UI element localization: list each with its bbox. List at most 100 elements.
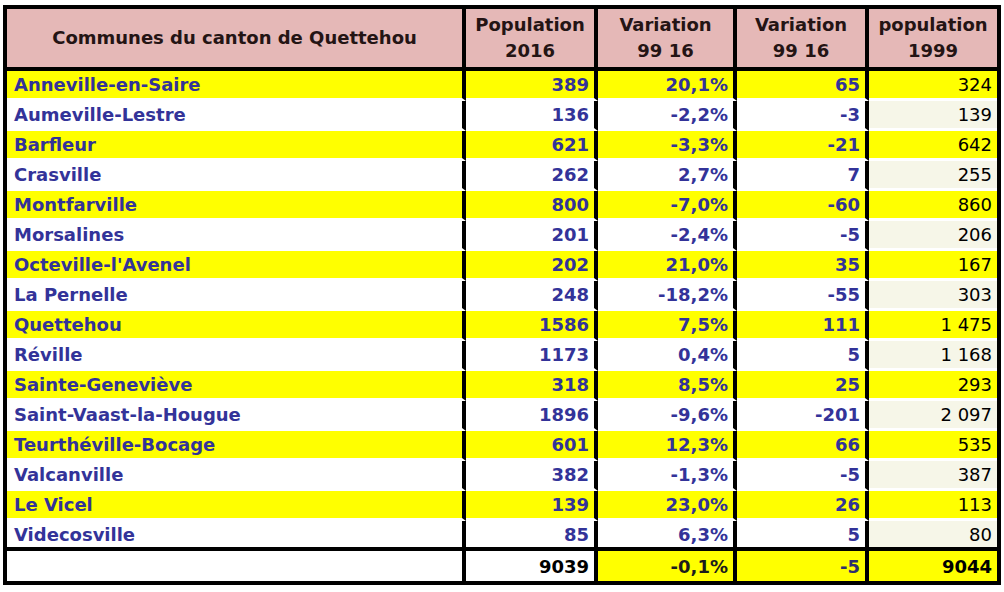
- header-line: Variation: [604, 12, 727, 38]
- total-row: 9039 -0,1% -5 9044: [7, 551, 997, 581]
- variation-abs-cell: 66: [737, 431, 869, 461]
- variation-pct-cell: 8,5%: [598, 371, 737, 401]
- pop1999-cell: 1 168: [869, 341, 997, 371]
- pop2016-cell: 1896: [466, 401, 598, 431]
- pop1999-cell: 324: [869, 71, 997, 101]
- variation-abs-cell: -3: [737, 101, 869, 131]
- variation-abs-cell: -21: [737, 131, 869, 161]
- pop2016-cell: 389: [466, 71, 598, 101]
- pop2016-cell: 202: [466, 251, 598, 281]
- commune-name-cell: Réville: [7, 341, 466, 371]
- table-row: Valcanville 382 -1,3% -5 387: [7, 461, 997, 491]
- variation-abs-cell: -60: [737, 191, 869, 221]
- pop2016-cell: 1173: [466, 341, 598, 371]
- total-variation-pct-cell: -0,1%: [598, 551, 737, 581]
- pop1999-cell: 2 097: [869, 401, 997, 431]
- variation-pct-cell: -18,2%: [598, 281, 737, 311]
- header-variation-abs: Variation 99 16: [737, 9, 869, 71]
- table-row: Anneville-en-Saire 389 20,1% 65 324: [7, 71, 997, 101]
- variation-pct-cell: -3,3%: [598, 131, 737, 161]
- variation-pct-cell: -9,6%: [598, 401, 737, 431]
- commune-name-cell: Aumeville-Lestre: [7, 101, 466, 131]
- commune-name-cell: Barfleur: [7, 131, 466, 161]
- pop1999-cell: 1 475: [869, 311, 997, 341]
- table-row: Sainte-Geneviève 318 8,5% 25 293: [7, 371, 997, 401]
- header-line: population: [875, 12, 991, 38]
- table-row: Réville 1173 0,4% 5 1 168: [7, 341, 997, 371]
- communes-table-container: Communes du canton de Quettehou Populati…: [3, 5, 1001, 585]
- variation-pct-cell: -2,2%: [598, 101, 737, 131]
- header-population-1999: population 1999: [869, 9, 997, 71]
- header-line: 2016: [472, 38, 588, 64]
- pop1999-cell: 642: [869, 131, 997, 161]
- header-communes: Communes du canton de Quettehou: [7, 9, 466, 71]
- header-line: 99 16: [743, 38, 859, 64]
- commune-name-cell: Valcanville: [7, 461, 466, 491]
- pop2016-cell: 601: [466, 431, 598, 461]
- commune-name-cell: Le Vicel: [7, 491, 466, 521]
- commune-name-cell: La Pernelle: [7, 281, 466, 311]
- commune-name-cell: Anneville-en-Saire: [7, 71, 466, 101]
- pop2016-cell: 85: [466, 521, 598, 551]
- pop1999-cell: 206: [869, 221, 997, 251]
- header-population-2016: Population 2016: [466, 9, 598, 71]
- commune-name-cell: Videcosville: [7, 521, 466, 551]
- variation-abs-cell: 65: [737, 71, 869, 101]
- total-pop2016-cell: 9039: [466, 551, 598, 581]
- variation-abs-cell: 5: [737, 521, 869, 551]
- variation-abs-cell: -201: [737, 401, 869, 431]
- pop1999-cell: 387: [869, 461, 997, 491]
- variation-pct-cell: 0,4%: [598, 341, 737, 371]
- variation-abs-cell: 35: [737, 251, 869, 281]
- variation-abs-cell: -5: [737, 221, 869, 251]
- variation-abs-cell: 26: [737, 491, 869, 521]
- pop1999-cell: 80: [869, 521, 997, 551]
- table-row: Quettehou 1586 7,5% 111 1 475: [7, 311, 997, 341]
- pop2016-cell: 1586: [466, 311, 598, 341]
- pop2016-cell: 382: [466, 461, 598, 491]
- pop2016-cell: 248: [466, 281, 598, 311]
- header-line: Population: [472, 12, 588, 38]
- variation-pct-cell: 20,1%: [598, 71, 737, 101]
- variation-pct-cell: -7,0%: [598, 191, 737, 221]
- variation-pct-cell: 7,5%: [598, 311, 737, 341]
- variation-pct-cell: -2,4%: [598, 221, 737, 251]
- communes-population-table: Communes du canton de Quettehou Populati…: [7, 9, 997, 581]
- table-row: Crasville 262 2,7% 7 255: [7, 161, 997, 191]
- commune-name-cell: Montfarville: [7, 191, 466, 221]
- pop1999-cell: 303: [869, 281, 997, 311]
- variation-pct-cell: 2,7%: [598, 161, 737, 191]
- pop2016-cell: 139: [466, 491, 598, 521]
- table-row: La Pernelle 248 -18,2% -55 303: [7, 281, 997, 311]
- pop1999-cell: 860: [869, 191, 997, 221]
- pop1999-cell: 113: [869, 491, 997, 521]
- variation-abs-cell: 25: [737, 371, 869, 401]
- table-row: Videcosville 85 6,3% 5 80: [7, 521, 997, 551]
- table-row: Saint-Vaast-la-Hougue 1896 -9,6% -201 2 …: [7, 401, 997, 431]
- variation-abs-cell: 7: [737, 161, 869, 191]
- table-row: Octeville-l'Avenel 202 21,0% 35 167: [7, 251, 997, 281]
- pop2016-cell: 136: [466, 101, 598, 131]
- table-row: Barfleur 621 -3,3% -21 642: [7, 131, 997, 161]
- commune-name-cell: Crasville: [7, 161, 466, 191]
- variation-pct-cell: 23,0%: [598, 491, 737, 521]
- variation-pct-cell: 6,3%: [598, 521, 737, 551]
- table-row: Teurthéville-Bocage 601 12,3% 66 535: [7, 431, 997, 461]
- commune-name-cell: Quettehou: [7, 311, 466, 341]
- commune-name-cell: Sainte-Geneviève: [7, 371, 466, 401]
- pop2016-cell: 201: [466, 221, 598, 251]
- header-row: Communes du canton de Quettehou Populati…: [7, 9, 997, 71]
- variation-pct-cell: 21,0%: [598, 251, 737, 281]
- table-row: Montfarville 800 -7,0% -60 860: [7, 191, 997, 221]
- pop1999-cell: 535: [869, 431, 997, 461]
- pop1999-cell: 293: [869, 371, 997, 401]
- variation-abs-cell: -55: [737, 281, 869, 311]
- variation-pct-cell: 12,3%: [598, 431, 737, 461]
- table-row: Aumeville-Lestre 136 -2,2% -3 139: [7, 101, 997, 131]
- pop2016-cell: 621: [466, 131, 598, 161]
- table-row: Morsalines 201 -2,4% -5 206: [7, 221, 997, 251]
- commune-name-cell: Morsalines: [7, 221, 466, 251]
- commune-name-cell: Saint-Vaast-la-Hougue: [7, 401, 466, 431]
- pop2016-cell: 262: [466, 161, 598, 191]
- pop1999-cell: 167: [869, 251, 997, 281]
